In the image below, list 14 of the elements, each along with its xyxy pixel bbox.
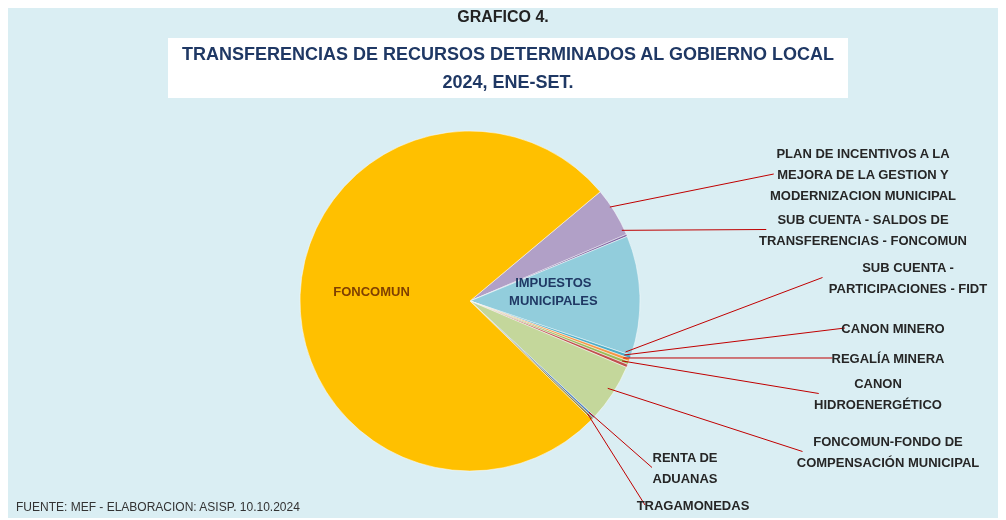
source-note: FUENTE: MEF - ELABORACION: ASISP. 10.10.2024 [16, 500, 300, 514]
slice-label: SUB CUENTA - PARTICIPACIONES - FIDT [828, 260, 988, 296]
slice-label: IMPUESTOS MUNICIPALES [509, 275, 598, 309]
slice-label: TRAGAMONEDAS [636, 498, 750, 513]
slice-label: FONCOMUN [333, 283, 410, 299]
slice-label: PLAN DE INCENTIVOS A LA MEJORA DE LA GESTION Y MODERNIZACION MUNICIPAL [769, 146, 957, 203]
chart-title: TRANSFERENCIAS DE RECURSOS DETERMINADOS AL GOBIERNO LOCAL 2024, ENE-SET. [168, 38, 848, 98]
slice-label: FONCOMUN-FONDO DE COMPENSACIÓN MUNICIPAL [796, 434, 980, 470]
slice-label: RENTA DE ADUANAS [652, 450, 718, 486]
text: GRAFICO 4. [456, 8, 550, 26]
slice-label: REGALÍA MINERA [831, 351, 946, 366]
slice-label: CANON HIDROENERGÉTICO [814, 376, 942, 412]
slice-label: SUB CUENTA - SALDOS DE TRANSFERENCIAS - FONCOMUN [759, 212, 967, 248]
slice-label: CANON MINERO [841, 321, 945, 336]
